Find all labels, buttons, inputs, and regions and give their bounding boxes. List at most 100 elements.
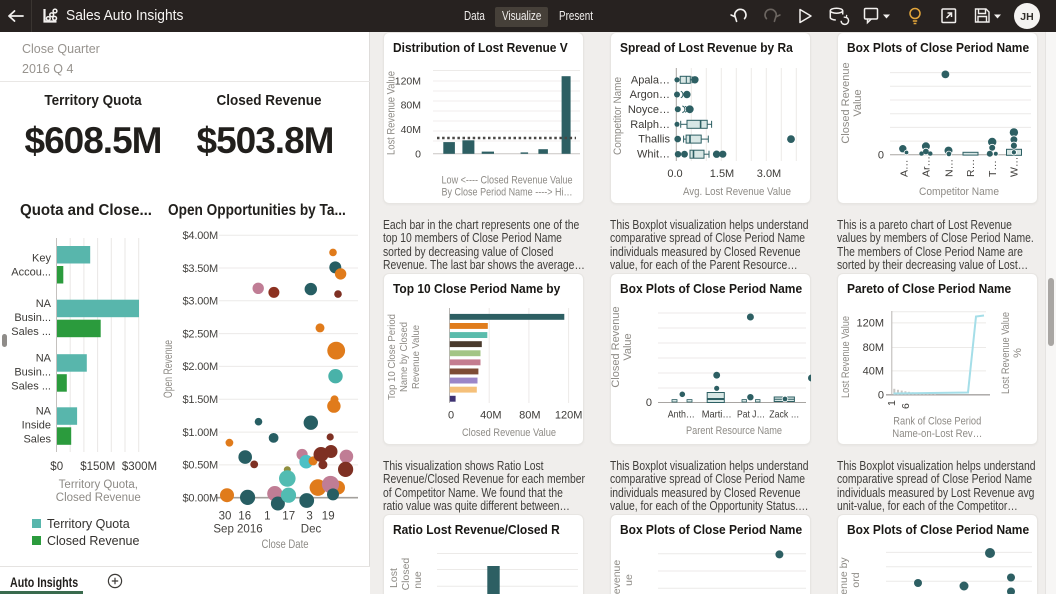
svg-text:R…: R… [965,159,977,177]
svg-text:Ralph…: Ralph… [630,119,670,131]
svg-text:Closed Revenue Value: Closed Revenue Value [462,427,556,439]
svg-text:30: 30 [219,511,232,523]
svg-text:80M: 80M [519,410,540,422]
svg-text:ue: ue [623,574,635,586]
svg-text:Sales: Sales [23,434,51,446]
svg-text:Revenue Value: Revenue Value [410,325,422,389]
svg-text:Territory Quota,: Territory Quota, [59,479,138,491]
svg-text:Territory Quota: Territory Quota [47,517,130,531]
svg-text:Busin...: Busin... [14,312,51,324]
svg-text:Sales ...: Sales ... [11,326,51,338]
svg-text:0: 0 [878,149,884,161]
svg-text:6: 6 [900,403,912,409]
svg-text:0: 0 [878,389,884,401]
svg-text:3: 3 [306,511,312,523]
svg-text:17: 17 [282,511,295,523]
svg-text:Lost Revenue Value: Lost Revenue Value [1000,312,1012,394]
svg-text:Thallis: Thallis [638,134,670,146]
svg-text:Marti…: Marti… [702,409,732,421]
svg-text:nue: nue [412,571,424,589]
svg-text:Accou...: Accou... [11,267,51,279]
svg-text:Lost: Lost [388,568,400,588]
svg-text:Busin...: Busin... [14,366,51,378]
svg-text:ord: ord [850,572,862,587]
svg-text:NA: NA [36,406,52,418]
svg-text:40M: 40M [480,410,501,422]
svg-text:Closed Revenue: Closed Revenue [47,534,139,548]
svg-text:NA: NA [36,352,52,364]
svg-text:Whit…: Whit… [637,149,670,161]
svg-text:$2.00M: $2.00M [183,361,219,373]
svg-text:Zack …: Zack … [769,409,799,421]
svg-text:Dec: Dec [301,524,322,536]
svg-text:NA: NA [36,298,52,310]
svg-text:Value: Value [622,333,634,360]
svg-text:40M: 40M [401,124,421,136]
svg-text:1.5M: 1.5M [710,168,734,180]
svg-text:1: 1 [886,400,898,406]
svg-text:Sep 2016: Sep 2016 [213,524,262,536]
svg-text:, Closed: , Closed [400,558,412,594]
svg-text:Ar…: Ar… [920,156,932,177]
svg-text:Parent Resource Name: Parent Resource Name [686,425,782,437]
svg-text:Low <---- Closed Revenue Value: Low <---- Closed Revenue Value [442,175,573,187]
svg-text:120M: 120M [856,317,884,329]
svg-text:Noyce…: Noyce… [628,104,670,116]
svg-text:Lost Revenue Value: Lost Revenue Value [386,71,398,155]
svg-text:evenue: evenue [611,560,623,594]
svg-text:40M: 40M [863,365,884,377]
svg-text:Lost Revenue Value: Lost Revenue Value [840,316,852,398]
svg-text:$3.50M: $3.50M [183,263,219,275]
svg-text:$0.00M: $0.00M [183,493,219,505]
svg-text:Avg. Lost Revenue Value: Avg. Lost Revenue Value [683,186,791,198]
svg-text:80M: 80M [863,342,884,354]
svg-text:Apala…: Apala… [631,74,670,86]
svg-text:$0.50M: $0.50M [183,460,219,472]
svg-text:0: 0 [448,410,454,422]
svg-text:Competitor Name: Competitor Name [612,77,624,155]
svg-text:3.0M: 3.0M [757,168,781,180]
svg-text:$1.00M: $1.00M [183,427,219,439]
svg-text:19: 19 [322,511,335,523]
svg-text:16: 16 [238,511,251,523]
svg-text:80M: 80M [401,99,421,111]
svg-text:enue by: enue by [838,557,850,594]
svg-text:0.0: 0.0 [667,168,682,180]
svg-text:A…: A… [898,159,910,177]
svg-text:Top 10 Close Period: Top 10 Close Period [386,314,398,400]
svg-text:Open Revenue: Open Revenue [163,340,175,398]
svg-text:JH: JH [1020,11,1033,23]
svg-text:Anth…: Anth… [668,409,695,421]
svg-text:%: % [1012,348,1024,358]
svg-text:Close Date: Close Date [262,539,309,551]
svg-text:T…: T… [987,160,999,177]
svg-text:Closed Revenue: Closed Revenue [56,492,141,504]
svg-text:Competitor Name: Competitor Name [919,186,999,198]
svg-text:W…: W… [1008,157,1020,177]
svg-text:Argon…: Argon… [630,89,670,101]
svg-text:N…: N… [943,159,955,177]
svg-text:0: 0 [646,397,652,409]
svg-text:Rank of Close Period: Rank of Close Period [893,415,981,427]
svg-text:$0: $0 [50,461,63,473]
svg-text:Value: Value [852,89,864,116]
svg-text:Sales ...: Sales ... [11,380,51,392]
svg-text:$300M: $300M [122,461,157,473]
svg-text:$2.50M: $2.50M [183,328,219,340]
svg-text:Pat J…: Pat J… [737,409,765,421]
svg-text:0: 0 [415,148,421,160]
svg-text:Closed Revenue: Closed Revenue [610,306,622,387]
svg-text:Closed Revenue: Closed Revenue [840,62,852,143]
svg-text:$4.00M: $4.00M [183,230,219,242]
svg-text:Name-on-Lost Rev…: Name-on-Lost Rev… [892,428,982,440]
svg-text:$150M: $150M [80,461,115,473]
svg-text:By Close Period Name ----> Hi…: By Close Period Name ----> Hi… [442,186,573,198]
svg-text:1: 1 [264,511,270,523]
svg-text:Inside: Inside [22,420,51,432]
svg-text:120M: 120M [395,75,421,87]
svg-text:$3.00M: $3.00M [183,296,219,308]
svg-text:$1.50M: $1.50M [183,394,219,406]
svg-text:Name by Closed: Name by Closed [398,322,410,392]
svg-text:120M: 120M [555,410,583,422]
svg-text:Key: Key [32,253,51,265]
